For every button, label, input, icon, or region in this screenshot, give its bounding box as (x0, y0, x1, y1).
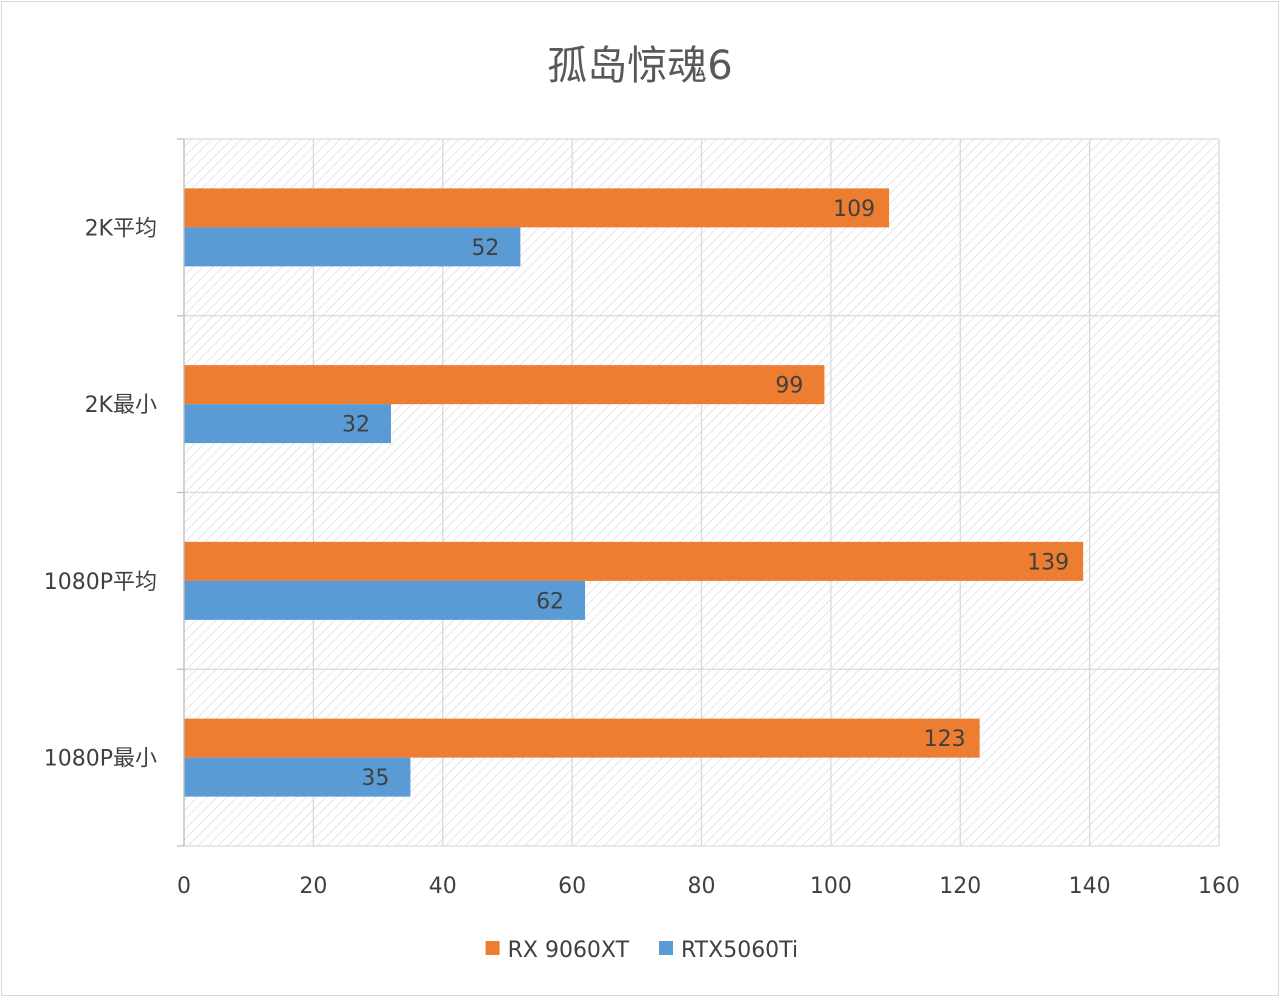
data-label-rtx5060ti-1: 32 (342, 413, 370, 438)
legend-swatch-rtx5060ti (659, 941, 673, 955)
bar-series (184, 188, 1084, 797)
x-tick-label-3: 60 (558, 874, 586, 899)
y-tick-label-0: 2K平均 (85, 216, 157, 241)
bar-rx9060xt-1 (184, 365, 825, 405)
x-axis: 0 20 40 60 80 100 120 140 160 (177, 874, 1240, 899)
x-tick-label-0: 0 (177, 874, 191, 899)
x-tick-label-8: 160 (1198, 874, 1240, 899)
data-label-rtx5060ti-0: 52 (471, 236, 499, 261)
x-tick-label-4: 80 (688, 874, 716, 899)
y-tick-label-1: 2K最小 (85, 393, 157, 418)
data-labels: 109 52 99 32 139 62 123 35 (342, 197, 1069, 791)
bar-rx9060xt-2 (184, 541, 1084, 581)
data-label-rtx5060ti-2: 62 (536, 589, 564, 614)
bar-rtx5060ti-0 (184, 227, 521, 267)
data-label-rx9060xt-2: 139 (1027, 550, 1069, 575)
bar-rtx5060ti-1 (184, 404, 391, 444)
x-tick-label-1: 20 (299, 874, 327, 899)
x-tick-label-2: 40 (429, 874, 457, 899)
bar-rx9060xt-3 (184, 718, 980, 758)
x-tick-label-6: 120 (939, 874, 981, 899)
bar-rtx5060ti-3 (184, 757, 411, 797)
bar-rx9060xt-0 (184, 188, 890, 228)
legend-swatch-rx9060xt (485, 941, 500, 955)
data-label-rtx5060ti-3: 35 (361, 766, 389, 791)
data-label-rx9060xt-3: 123 (924, 727, 966, 752)
bar-rtx5060ti-2 (184, 580, 586, 620)
legend: RX 9060XT RTX5060Ti (485, 938, 798, 963)
data-label-rx9060xt-0: 109 (833, 197, 875, 222)
legend-label-rtx5060ti: RTX5060Ti (681, 938, 798, 963)
data-label-rx9060xt-1: 99 (775, 374, 803, 399)
legend-label-rx9060xt: RX 9060XT (508, 938, 630, 963)
x-tick-label-7: 140 (1069, 874, 1111, 899)
x-tick-label-5: 100 (810, 874, 852, 899)
y-tick-label-3: 1080P最小 (44, 747, 157, 772)
y-axis: 2K平均 2K最小 1080P平均 1080P最小 (44, 138, 185, 847)
chart-title: 孤岛惊魂6 (547, 43, 732, 89)
y-tick-label-2: 1080P平均 (44, 570, 157, 595)
